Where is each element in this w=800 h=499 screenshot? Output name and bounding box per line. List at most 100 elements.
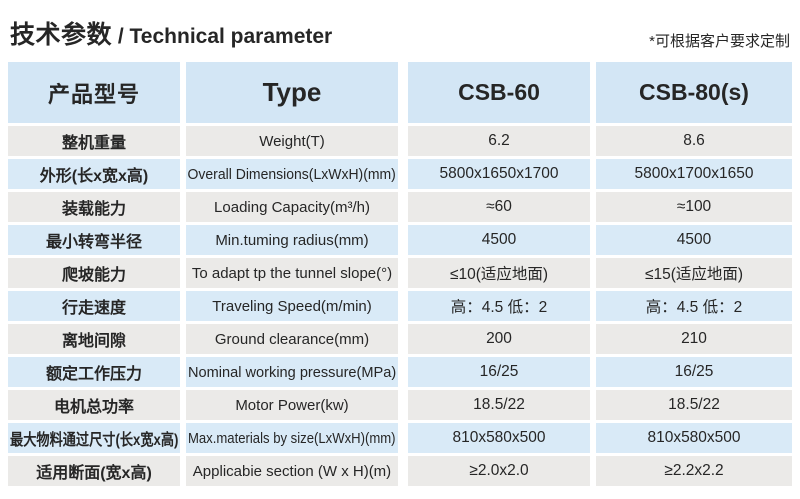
table-row: 整机重量 Weight(T) 6.2 8.6 (8, 126, 800, 156)
row-value-csb80s: 210 (596, 324, 792, 354)
row-value-csb60: 810x580x500 (408, 423, 590, 453)
row-value-csb80s-text: ≥2.2x2.2 (664, 462, 724, 479)
row-value-csb60-text: 5800x1650x1700 (439, 165, 559, 182)
row-value-csb60-text: ≥2.0x2.0 (469, 462, 529, 479)
table-row: 最小转弯半径 Min.tuming radius(mm) 4500 4500 (8, 225, 800, 255)
table-row: 离地间隙 Ground clearance(mm) 200 210 (8, 324, 800, 354)
header-model-csb60: CSB-60 (408, 62, 590, 123)
header-type: Type (186, 62, 398, 123)
table-row: 电机总功率 Motor Power(kw) 18.5/22 18.5/22 (8, 390, 800, 420)
row-label-cn: 装载能力 (8, 192, 180, 222)
table-header-row: 产品型号 Type CSB-60 CSB-80(s) (8, 62, 800, 123)
row-label-cn-text: 外形(长x宽x高) (39, 168, 149, 185)
row-label-en-text: Loading Capacity(m³/h) (214, 198, 370, 216)
row-label-en: Ground clearance(mm) (186, 324, 398, 354)
page-title-separator: / (112, 25, 130, 48)
row-value-csb60-text: 18.5/22 (473, 396, 525, 413)
row-label-en: Nominal working pressure(MPa) (186, 357, 398, 387)
row-label-en-text: Max.materials by size(LxWxH)(mm) (188, 429, 396, 447)
row-value-csb80s: ≈100 (596, 192, 792, 222)
row-label-en: Overall Dimensions(LxWxH)(mm) (186, 159, 398, 189)
row-value-csb60: ≥2.0x2.0 (408, 456, 590, 486)
row-value-csb60: 16/25 (408, 357, 590, 387)
row-value-csb60: 18.5/22 (408, 390, 590, 420)
row-value-csb60: ≈60 (408, 192, 590, 222)
page-title: 技术参数 / Technical parameter (10, 23, 332, 48)
row-value-csb60: 4500 (408, 225, 590, 255)
row-label-en: Motor Power(kw) (186, 390, 398, 420)
row-value-csb60-text: ≤10(适应地面) (449, 266, 549, 283)
row-label-cn-text: 行走速度 (61, 300, 126, 317)
row-value-csb80s: 810x580x500 (596, 423, 792, 453)
row-value-csb60: 6.2 (408, 126, 590, 156)
row-value-csb80s-text: ≤15(适应地面) (644, 266, 744, 283)
row-value-csb80s: 高：4.5 低：2 (596, 291, 792, 321)
row-value-csb80s-text: 16/25 (674, 363, 714, 380)
row-label-en-text: Nominal working pressure(MPa) (187, 363, 397, 381)
row-value-csb60-text: 6.2 (488, 132, 510, 149)
page-header: 技术参数 / Technical parameter *可根据客户要求定制 (0, 0, 800, 62)
header-product-model: 产品型号 (8, 62, 180, 123)
row-label-en: Loading Capacity(m³/h) (186, 192, 398, 222)
row-label-cn-text: 整机重量 (61, 135, 126, 152)
table-row: 最大物料通过尺寸(长x宽x高) Max.materials by size(Lx… (8, 423, 800, 453)
row-label-en-text: Ground clearance(mm) (214, 330, 370, 348)
table-body: 整机重量 Weight(T) 6.2 8.6 外形(长x宽x高) Overall… (8, 126, 800, 486)
row-label-en: Max.materials by size(LxWxH)(mm) (186, 423, 398, 453)
row-label-cn: 外形(长x宽x高) (8, 159, 180, 189)
row-label-cn-text: 最大物料通过尺寸(长x宽x高) (9, 432, 179, 449)
table-row: 行走速度 Traveling Speed(m/min) 高：4.5 低：2 高：… (8, 291, 800, 321)
row-value-csb80s: 4500 (596, 225, 792, 255)
row-label-cn: 最大物料通过尺寸(长x宽x高) (8, 423, 180, 453)
row-value-csb60-text: 810x580x500 (452, 429, 546, 446)
table-row: 额定工作压力 Nominal working pressure(MPa) 16/… (8, 357, 800, 387)
row-value-csb80s: ≥2.2x2.2 (596, 456, 792, 486)
row-label-cn: 爬坡能力 (8, 258, 180, 288)
row-value-csb60-text: 高：4.5 低：2 (450, 299, 548, 316)
header-product-model-label: 产品型号 (47, 81, 140, 107)
row-value-csb60: ≤10(适应地面) (408, 258, 590, 288)
row-value-csb60-text: 200 (486, 330, 512, 347)
row-label-en: Traveling Speed(m/min) (186, 291, 398, 321)
row-value-csb80s: 16/25 (596, 357, 792, 387)
row-value-csb80s-text: 18.5/22 (668, 396, 720, 413)
table-row: 爬坡能力 To adapt tp the tunnel slope(°) ≤10… (8, 258, 800, 288)
row-label-cn-text: 电机总功率 (53, 399, 134, 416)
row-label-en-text: Motor Power(kw) (235, 396, 349, 414)
row-label-en-text: Min.tuming radius(mm) (215, 231, 369, 249)
row-value-csb60: 200 (408, 324, 590, 354)
row-value-csb60-text: 4500 (481, 231, 517, 248)
table-row: 装载能力 Loading Capacity(m³/h) ≈60 ≈100 (8, 192, 800, 222)
row-label-en: Applicabie section (W x H)(m) (186, 456, 398, 486)
row-label-cn-text: 离地间隙 (61, 333, 126, 350)
row-label-cn: 额定工作压力 (8, 357, 180, 387)
row-value-csb60: 高：4.5 低：2 (408, 291, 590, 321)
row-label-cn-text: 最小转弯半径 (45, 234, 142, 251)
row-label-cn-text: 适用断面(宽x高) (36, 465, 152, 482)
row-label-en: To adapt tp the tunnel slope(°) (186, 258, 398, 288)
row-label-en-text: Applicabie section (W x H)(m) (192, 462, 392, 480)
row-value-csb80s-text: 810x580x500 (647, 429, 741, 446)
row-value-csb60-text: 16/25 (479, 363, 519, 380)
row-label-en: Min.tuming radius(mm) (186, 225, 398, 255)
page-title-en: Technical parameter (129, 25, 333, 48)
spec-table: 产品型号 Type CSB-60 CSB-80(s) 整机重量 Weight(T… (0, 62, 800, 486)
row-value-csb60: 5800x1650x1700 (408, 159, 590, 189)
row-value-csb80s: 18.5/22 (596, 390, 792, 420)
page-title-cn: 技术参数 (10, 21, 113, 49)
row-value-csb80s-text: ≈100 (676, 198, 712, 215)
header-model-csb60-label: CSB-60 (458, 79, 540, 105)
row-value-csb80s-text: 4500 (676, 231, 712, 248)
row-value-csb60-text: ≈60 (486, 198, 512, 215)
row-label-cn: 离地间隙 (8, 324, 180, 354)
row-label-en: Weight(T) (186, 126, 398, 156)
customization-note: *可根据客户要求定制 (649, 33, 790, 50)
row-value-csb80s-text: 8.6 (683, 132, 705, 149)
row-label-en-text: To adapt tp the tunnel slope(°) (191, 264, 393, 282)
table-row: 外形(长x宽x高) Overall Dimensions(LxWxH)(mm) … (8, 159, 800, 189)
row-value-csb80s-text: 210 (681, 330, 707, 347)
row-label-en-text: Weight(T) (259, 132, 325, 150)
row-label-cn: 电机总功率 (8, 390, 180, 420)
row-label-cn-text: 装载能力 (61, 201, 126, 218)
row-label-cn: 适用断面(宽x高) (8, 456, 180, 486)
